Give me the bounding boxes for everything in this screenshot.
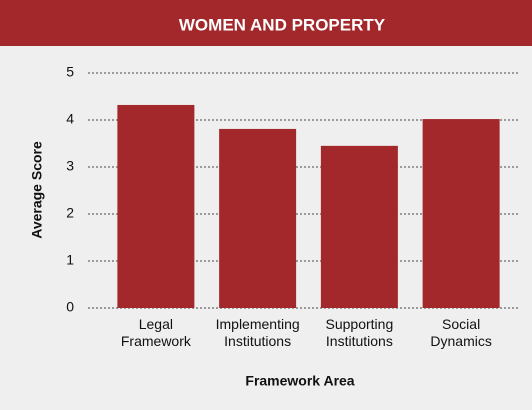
- y-tick-label: 1: [66, 252, 74, 268]
- y-tick-label: 4: [66, 111, 74, 127]
- x-tick-label: Legal Framework: [120, 316, 191, 349]
- x-tick-label: Implementing Institutions: [215, 316, 300, 349]
- bar: [320, 145, 398, 308]
- y-tick-label: 2: [66, 205, 74, 221]
- bar: [422, 119, 500, 308]
- y-tick-label: 5: [66, 64, 74, 80]
- x-tick-label: Social Dynamics: [430, 316, 492, 349]
- y-tick-label: 3: [66, 158, 74, 174]
- chart-title: WOMEN AND PROPERTY: [179, 15, 386, 34]
- y-axis-label: Average Score: [29, 141, 45, 239]
- x-axis-label: Framework Area: [245, 373, 354, 389]
- y-tick-label: 0: [66, 299, 74, 315]
- header-band: [0, 0, 532, 46]
- bar: [117, 104, 195, 309]
- x-tick-label: Supporting Institutions: [325, 316, 394, 349]
- bar: [219, 128, 297, 308]
